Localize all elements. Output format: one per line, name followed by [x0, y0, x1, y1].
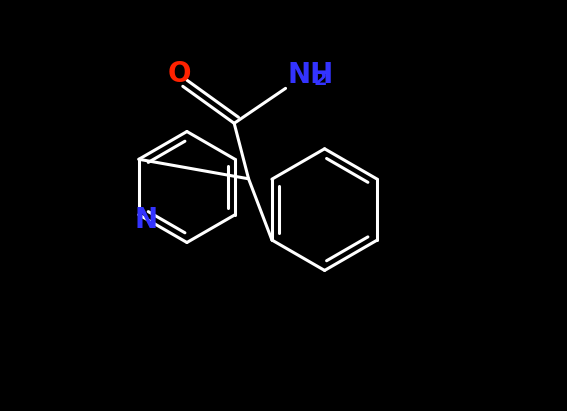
Text: O: O: [168, 60, 191, 88]
Text: N: N: [135, 206, 158, 234]
Text: NH: NH: [287, 61, 334, 89]
Text: 2: 2: [314, 70, 327, 89]
